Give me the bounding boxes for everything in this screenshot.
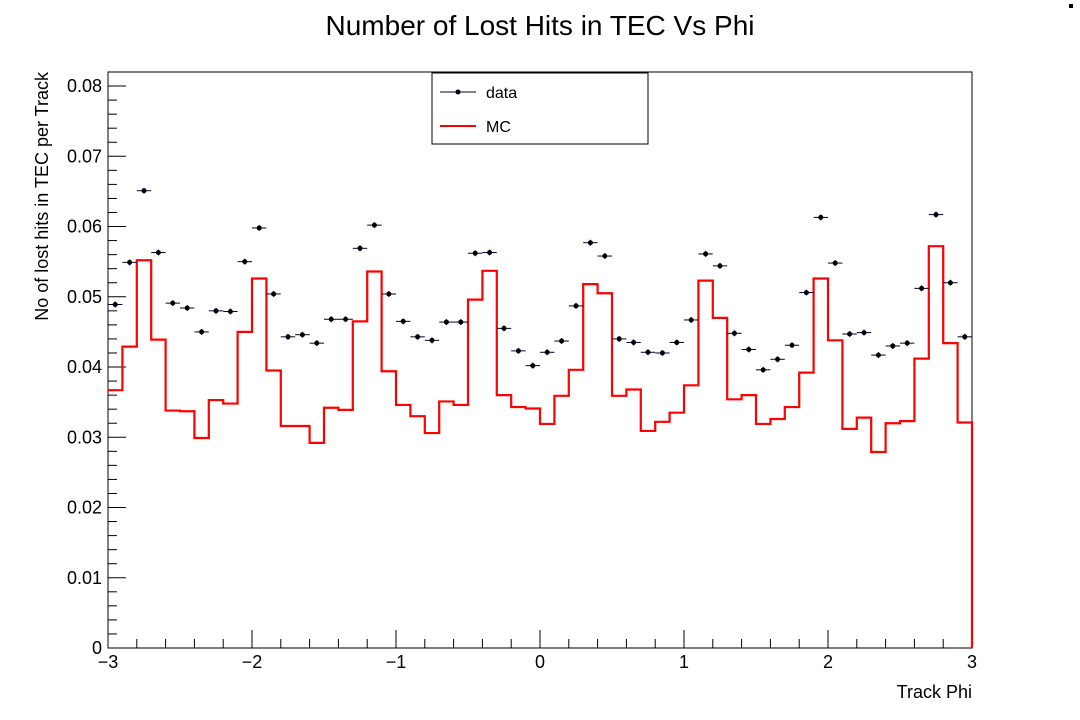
x-tick-label: −1 (386, 652, 407, 672)
data-point (775, 356, 781, 362)
x-tick-label: 0 (535, 652, 545, 672)
data-point (818, 214, 824, 220)
y-tick-label: 0.01 (67, 568, 102, 588)
y-tick-label: 0.02 (67, 498, 102, 518)
data-point (573, 303, 579, 309)
data-point (314, 340, 320, 346)
data-points (108, 187, 972, 373)
data-point (703, 251, 709, 257)
data-point (933, 212, 939, 218)
mc-step-line (108, 245, 974, 648)
y-tick-label: 0.07 (67, 146, 102, 166)
data-point (299, 332, 305, 338)
x-tick-label: 2 (823, 652, 833, 672)
data-point (170, 300, 176, 306)
data-point (400, 318, 406, 324)
data-point (371, 222, 377, 228)
data-point (645, 349, 651, 355)
data-point (472, 250, 478, 256)
data-point (947, 280, 953, 286)
data-point (227, 309, 233, 315)
data-point (544, 349, 550, 355)
data-point (674, 339, 680, 345)
data-point (415, 334, 421, 340)
legend-data-label: data (486, 85, 517, 102)
data-point (285, 334, 291, 340)
data-point (587, 240, 593, 246)
x-tick-label: 3 (967, 652, 977, 672)
data-point (184, 305, 190, 311)
data-point (746, 346, 752, 352)
data-point (875, 352, 881, 358)
y-tick-label: 0 (92, 638, 102, 658)
y-tick-label: 0.08 (67, 76, 102, 96)
data-point (501, 325, 507, 331)
data-point (962, 334, 968, 340)
data-point (199, 329, 205, 335)
data-point (717, 263, 723, 269)
data-point (688, 317, 694, 323)
data-point (602, 253, 608, 259)
data-point (847, 331, 853, 337)
data-point (141, 188, 147, 194)
y-tick-label: 0.04 (67, 357, 102, 377)
data-point (861, 330, 867, 336)
chart-title: Number of Lost Hits in TEC Vs Phi (326, 10, 755, 41)
legend-box (431, 72, 649, 145)
data-point (127, 259, 133, 265)
data-point (242, 259, 248, 265)
data-point (616, 336, 622, 342)
data-point (343, 316, 349, 322)
data-point (386, 291, 392, 297)
x-tick-label: 1 (679, 652, 689, 672)
data-point (213, 308, 219, 314)
data-point (731, 330, 737, 336)
data-point (559, 338, 565, 344)
mc-histogram (108, 245, 974, 648)
data-point (789, 342, 795, 348)
data-point (328, 316, 334, 322)
data-point (832, 260, 838, 266)
y-axis-title: No of lost hits in TEC per Track (32, 71, 52, 321)
data-point (659, 350, 665, 356)
y-axis: 0 0.01 0.02 0.03 0.04 0.05 0.06 0.07 0.08 (67, 71, 126, 658)
data-point (443, 319, 449, 325)
x-tick-label: −3 (98, 652, 119, 672)
data-point (271, 291, 277, 297)
corner-marker (1069, 4, 1073, 8)
data-point (487, 250, 493, 256)
data-point (357, 245, 363, 251)
data-point (155, 250, 161, 256)
data-point (631, 339, 637, 345)
data-point (515, 348, 521, 354)
legend-mc-label: MC (486, 119, 511, 136)
data-point (760, 367, 766, 373)
x-axis-title: Track Phi (897, 682, 972, 702)
legend-data-marker (455, 89, 461, 95)
y-tick-label: 0.06 (67, 217, 102, 237)
legend: data MC (431, 72, 649, 145)
data-point (429, 337, 435, 343)
data-point (112, 302, 118, 308)
x-tick-label: −2 (242, 652, 263, 672)
data-point (904, 340, 910, 346)
data-point (256, 225, 262, 231)
data-point (890, 343, 896, 349)
data-point (458, 319, 464, 325)
data-point (530, 363, 536, 369)
data-point (803, 290, 809, 296)
y-tick-label: 0.03 (67, 427, 102, 447)
x-axis: −3 −2 −1 0 1 2 3 (98, 630, 977, 672)
data-point (919, 285, 925, 291)
y-tick-label: 0.05 (67, 287, 102, 307)
